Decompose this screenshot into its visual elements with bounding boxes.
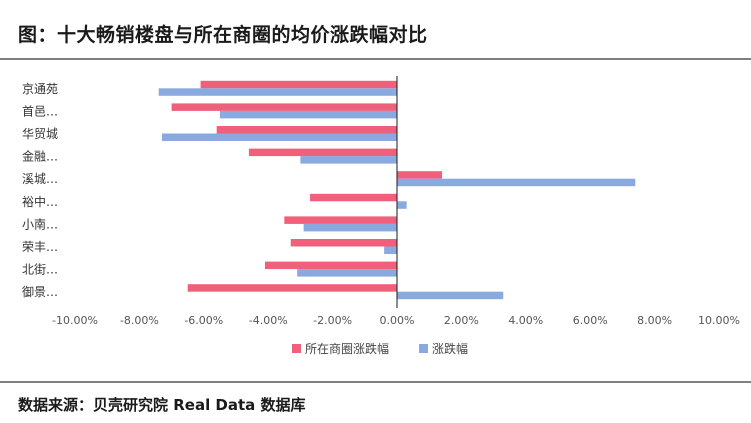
legend-swatch-1: [419, 344, 428, 353]
x-tick-label: -6.00%: [184, 314, 223, 327]
x-tick-label: 4.00%: [508, 314, 543, 327]
category-label: 金融…: [22, 149, 58, 164]
bar-project-8: [297, 269, 397, 277]
source-note: 数据来源：贝壳研究院 Real Data 数据库: [18, 396, 306, 414]
bar-district-3: [248, 148, 397, 157]
category-label: 溪城…: [22, 172, 58, 186]
bar-project-4: [397, 178, 636, 187]
bar-project-6: [303, 223, 397, 232]
bar-district-1: [171, 103, 397, 111]
x-tick-label: -4.00%: [249, 314, 288, 327]
bar-district-7: [290, 239, 397, 247]
legend-label-0: 所在商圈涨跌幅: [305, 341, 389, 356]
x-tick-label: 8.00%: [637, 314, 672, 327]
category-label: 首邑…: [22, 104, 58, 118]
page-title: 图：十大畅销楼盘与所在商圈的均价涨跌幅对比: [18, 24, 428, 46]
bar-project-0: [158, 88, 397, 96]
x-tick-label: 6.00%: [573, 314, 608, 327]
bar-project-2: [161, 133, 397, 141]
bar-project-7: [384, 246, 397, 254]
category-label: 华贸城: [22, 127, 58, 141]
x-tick-label: 2.00%: [444, 314, 479, 327]
category-label: 京通苑: [22, 82, 58, 96]
category-label: 荣丰…: [22, 240, 58, 254]
bar-project-1: [219, 110, 397, 119]
bar-project-9: [397, 291, 504, 300]
x-tick-label: -10.00%: [52, 314, 98, 327]
x-tick-label: -8.00%: [120, 314, 159, 327]
source-divider: [0, 381, 751, 383]
category-label: 御景…: [22, 284, 58, 299]
x-tick-label: 0.00%: [380, 314, 415, 327]
bar-district-9: [187, 284, 397, 292]
bar-project-5: [397, 201, 407, 209]
x-tick-label: 10.00%: [698, 314, 740, 327]
title-divider: [0, 58, 751, 60]
legend-swatch-0: [292, 344, 301, 353]
x-tick-label: -2.00%: [313, 314, 352, 327]
bar-district-2: [216, 126, 397, 134]
bar-district-5: [310, 193, 397, 202]
category-label: 小南…: [22, 216, 58, 231]
bar-district-6: [284, 216, 397, 224]
bar-district-0: [200, 80, 397, 89]
category-label: 北街…: [22, 263, 58, 277]
legend-label-1: 涨跌幅: [432, 341, 468, 356]
bar-district-8: [264, 261, 397, 270]
bar-project-3: [300, 156, 397, 164]
bar-district-4: [397, 171, 443, 179]
category-label: 裕中…: [22, 194, 58, 209]
